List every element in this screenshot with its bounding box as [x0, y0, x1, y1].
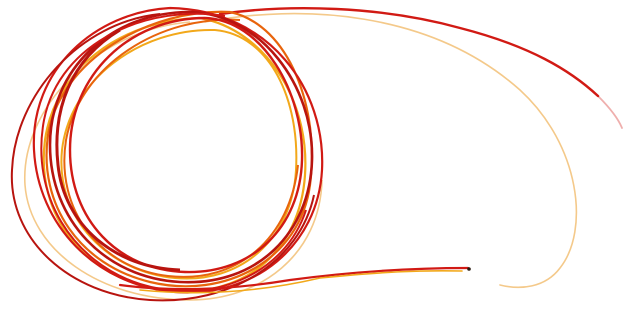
- red-wire-loop-6: [55, 28, 181, 272]
- pale-yellow-wire-outer-loop: [204, 12, 578, 289]
- orange-wire-loop-1: [45, 10, 313, 288]
- wire-tip-junction: [467, 267, 471, 271]
- red-wire-loop-4: [10, 13, 315, 302]
- red-wire-loop-2: [48, 10, 314, 284]
- yellow-wire-lead-out: [139, 269, 463, 294]
- red-wire-tail-right: [218, 7, 600, 98]
- red-wire-loop-3: [68, 16, 304, 274]
- red-wire-tail-faint: [597, 95, 623, 129]
- orange-wire-loop-2: [63, 18, 299, 278]
- red-wire-lead-out: [118, 266, 470, 291]
